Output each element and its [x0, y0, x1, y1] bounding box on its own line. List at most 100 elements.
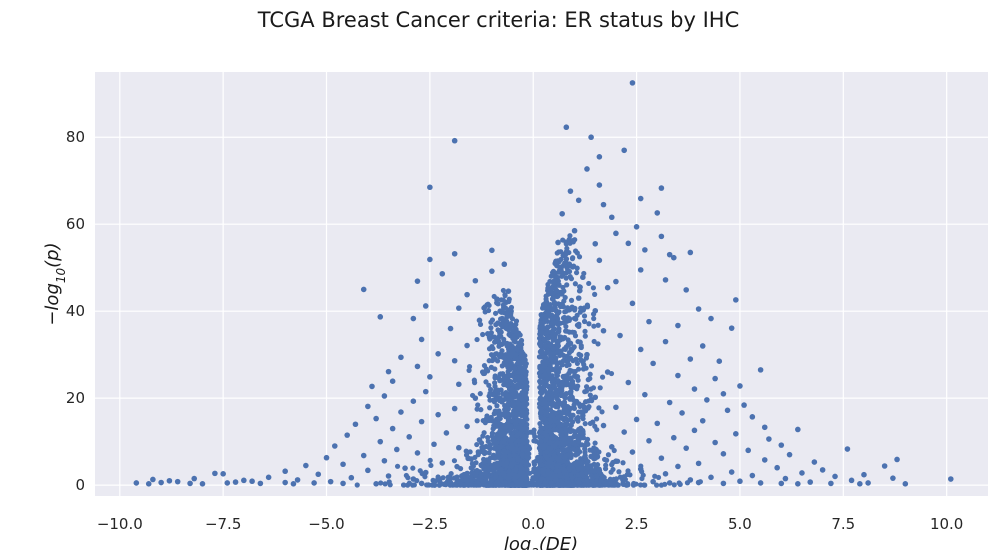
data-point	[522, 383, 528, 389]
data-point	[483, 379, 489, 385]
data-point	[282, 468, 288, 475]
data-point	[443, 430, 450, 436]
data-point	[536, 482, 542, 488]
data-point	[712, 375, 718, 382]
data-point	[518, 337, 525, 344]
data-point	[587, 371, 593, 377]
data-point	[536, 434, 543, 440]
data-point	[728, 325, 735, 331]
data-point	[551, 280, 557, 287]
data-point	[580, 465, 587, 471]
data-point	[588, 134, 594, 141]
data-point	[538, 406, 544, 412]
data-point	[621, 474, 627, 480]
data-point	[695, 306, 702, 312]
data-point	[592, 291, 598, 297]
data-point	[547, 286, 553, 292]
y-axis-label: −log10(p)	[42, 242, 68, 325]
data-point	[531, 438, 537, 444]
data-point	[576, 426, 582, 433]
data-point	[559, 388, 565, 394]
data-point	[486, 443, 492, 450]
data-point	[519, 348, 525, 354]
data-point	[505, 401, 512, 407]
data-point	[464, 291, 470, 298]
data-point	[451, 405, 458, 412]
data-point	[569, 474, 575, 481]
data-point	[749, 414, 756, 420]
data-point	[478, 471, 485, 477]
data-point	[554, 401, 560, 407]
data-point	[666, 480, 673, 486]
data-point	[501, 354, 507, 361]
data-point	[561, 288, 567, 294]
data-point	[571, 405, 578, 412]
data-point	[557, 413, 563, 419]
data-point	[542, 480, 549, 486]
data-point	[881, 463, 888, 469]
data-point	[443, 482, 449, 488]
data-point	[572, 281, 578, 287]
data-point	[531, 467, 537, 473]
data-point	[561, 467, 568, 474]
data-point	[303, 462, 309, 469]
data-point	[481, 456, 487, 462]
data-point	[575, 479, 582, 486]
data-point	[572, 248, 579, 254]
data-point	[576, 321, 582, 327]
data-point	[543, 383, 549, 389]
data-point	[468, 465, 474, 471]
data-point	[427, 457, 433, 463]
data-point	[422, 469, 429, 476]
data-point	[490, 392, 497, 398]
data-point	[507, 324, 513, 330]
data-point	[556, 326, 562, 332]
data-point	[481, 448, 487, 455]
data-point	[518, 465, 525, 471]
data-point	[761, 457, 768, 463]
data-point	[558, 302, 564, 308]
data-point	[555, 369, 561, 375]
data-point	[422, 388, 429, 395]
data-point	[542, 342, 548, 348]
x-tick-label: −5.0	[308, 515, 344, 533]
data-point	[520, 401, 527, 407]
data-point	[495, 375, 502, 381]
data-point	[761, 424, 768, 431]
data-point	[670, 434, 677, 441]
data-point	[365, 403, 371, 410]
data-point	[547, 423, 553, 430]
data-point	[265, 474, 272, 481]
data-point	[749, 472, 756, 479]
data-point	[418, 418, 425, 425]
data-point	[452, 481, 459, 487]
data-point	[610, 466, 616, 473]
data-point	[489, 268, 495, 274]
data-point	[435, 350, 441, 357]
data-point	[502, 436, 508, 442]
data-point	[586, 404, 592, 410]
data-point	[398, 354, 404, 361]
data-point	[480, 331, 486, 338]
data-point	[573, 316, 579, 322]
data-point	[484, 414, 491, 421]
data-point	[565, 417, 571, 423]
data-point	[462, 474, 469, 480]
data-point	[861, 471, 867, 478]
data-point	[543, 296, 549, 302]
data-point	[548, 480, 554, 486]
data-point	[581, 404, 588, 410]
data-point	[530, 475, 536, 481]
data-point	[594, 427, 600, 433]
data-point	[507, 366, 513, 372]
data-point	[655, 474, 662, 481]
data-point	[540, 445, 547, 451]
data-point	[517, 364, 523, 370]
data-point	[369, 383, 375, 390]
data-point	[599, 409, 605, 415]
data-point	[506, 298, 512, 305]
data-point	[575, 439, 582, 445]
data-point	[605, 452, 612, 458]
data-point	[517, 471, 523, 478]
